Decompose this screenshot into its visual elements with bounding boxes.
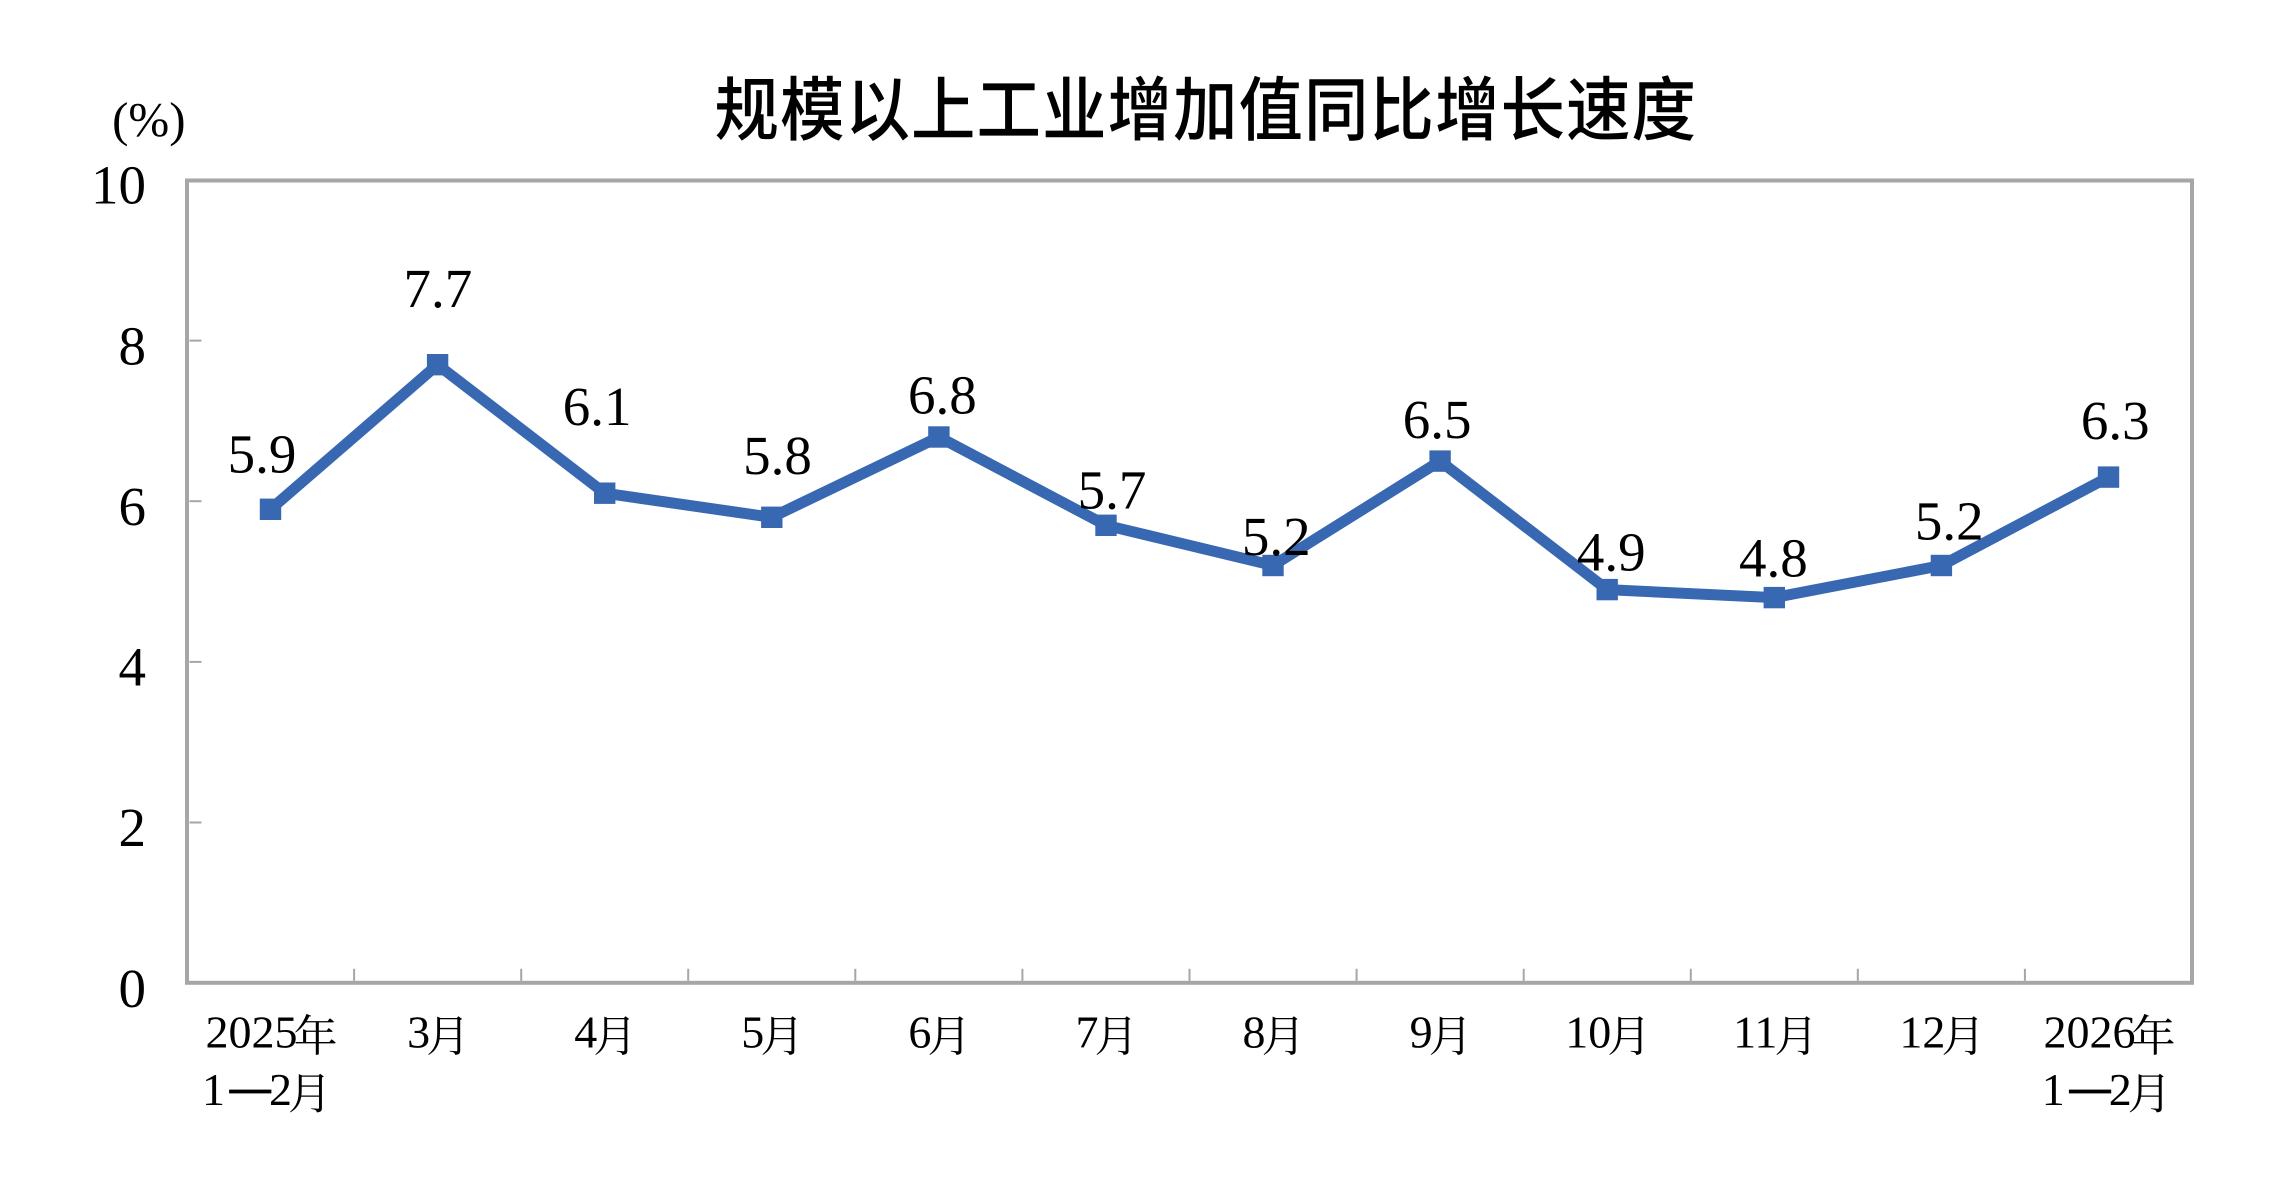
svg-text:5.9: 5.9 (228, 423, 297, 484)
svg-text:0: 0 (119, 958, 147, 1019)
svg-text:4.9: 4.9 (1577, 521, 1646, 582)
svg-text:(%): (%) (112, 92, 185, 147)
svg-text:2026: 2026 (2044, 1007, 2136, 1058)
svg-text:4.8: 4.8 (1739, 527, 1808, 588)
svg-text:7: 7 (1076, 1007, 1099, 1058)
svg-text:2025: 2025 (206, 1007, 298, 1058)
svg-text:12: 12 (1899, 1007, 1945, 1058)
svg-text:2: 2 (2109, 1064, 2132, 1115)
svg-text:9: 9 (1410, 1007, 1433, 1058)
svg-text:4: 4 (574, 1007, 597, 1058)
svg-text:4: 4 (119, 637, 147, 698)
svg-text:10: 10 (91, 155, 146, 216)
svg-text:6.8: 6.8 (908, 364, 977, 425)
svg-text:7.7: 7.7 (404, 258, 473, 319)
svg-text:6: 6 (119, 476, 147, 537)
svg-text:6.1: 6.1 (563, 376, 632, 437)
svg-text:8: 8 (1243, 1007, 1266, 1058)
svg-text:6.5: 6.5 (1403, 389, 1472, 450)
svg-text:5.8: 5.8 (743, 425, 812, 486)
svg-text:1: 1 (2042, 1064, 2065, 1115)
svg-text:5: 5 (741, 1007, 764, 1058)
svg-text:5.2: 5.2 (1242, 506, 1311, 567)
svg-text:2: 2 (269, 1064, 292, 1115)
svg-text:10: 10 (1565, 1007, 1611, 1058)
svg-text:6: 6 (908, 1007, 931, 1058)
svg-text:11: 11 (1733, 1007, 1777, 1058)
svg-text:5.7: 5.7 (1078, 459, 1147, 520)
svg-text:2: 2 (119, 797, 147, 858)
svg-text:5.2: 5.2 (1915, 490, 1984, 551)
svg-text:1: 1 (202, 1064, 225, 1115)
svg-text:8: 8 (119, 315, 147, 376)
svg-text:3: 3 (407, 1007, 430, 1058)
svg-text:6.3: 6.3 (2081, 390, 2150, 451)
